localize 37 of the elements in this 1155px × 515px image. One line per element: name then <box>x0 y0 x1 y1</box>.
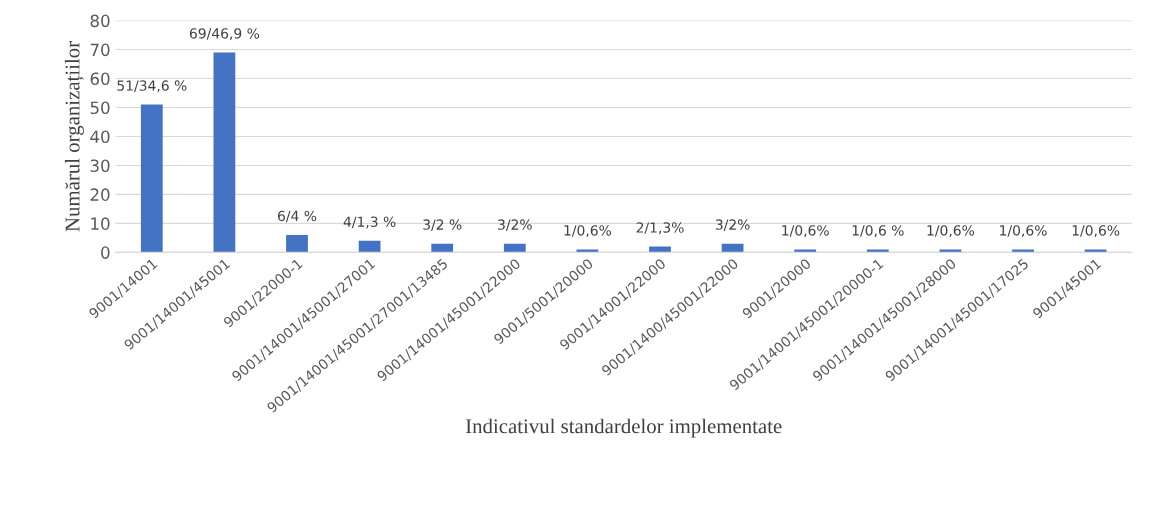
y-tick-label: 10 <box>91 217 110 230</box>
y-tick-label: 70 <box>90 43 110 57</box>
bar <box>503 243 526 253</box>
y-tick-label: 50 <box>90 101 110 115</box>
x-axis-title: Indicativul standardelor implementate <box>465 418 782 438</box>
data-label: 1/0,6% <box>564 225 612 238</box>
bar <box>140 104 163 253</box>
data-label: 1/0,6 % <box>852 225 904 238</box>
data-label: 69/46,9 % <box>189 28 260 41</box>
data-label: 1/0,6% <box>927 225 975 238</box>
bar <box>576 249 599 253</box>
data-label: 1/0,6% <box>782 225 829 238</box>
y-tick-label: 60 <box>90 72 110 86</box>
bar <box>286 234 308 253</box>
bar <box>1012 249 1034 253</box>
data-label: 4/1,3 % <box>343 216 396 229</box>
data-label: 3/2% <box>498 219 532 231</box>
bar <box>213 52 236 253</box>
data-label: 1/0,6% <box>1072 225 1120 238</box>
y-tick-label: 80 <box>90 14 110 28</box>
bar <box>1084 249 1107 253</box>
y-tick-label: 20 <box>90 188 110 201</box>
bar <box>794 249 817 253</box>
y-axis-title: Numărul organizațiilor <box>64 41 84 232</box>
data-label: 3/2 % <box>423 219 462 231</box>
data-label: 6/4 % <box>277 210 317 223</box>
y-tick-label: 30 <box>90 159 110 173</box>
bar <box>358 240 381 253</box>
data-label: 3/2% <box>715 219 750 231</box>
data-label: 2/1,3% <box>636 222 684 235</box>
bar <box>939 249 962 253</box>
bar <box>866 249 889 253</box>
data-label: 1/0,6% <box>1000 225 1047 238</box>
y-tick-label: 40 <box>90 130 110 144</box>
y-tick-label: 0 <box>101 246 110 259</box>
bar <box>431 243 454 253</box>
data-label: 51/34,6 % <box>117 80 187 93</box>
